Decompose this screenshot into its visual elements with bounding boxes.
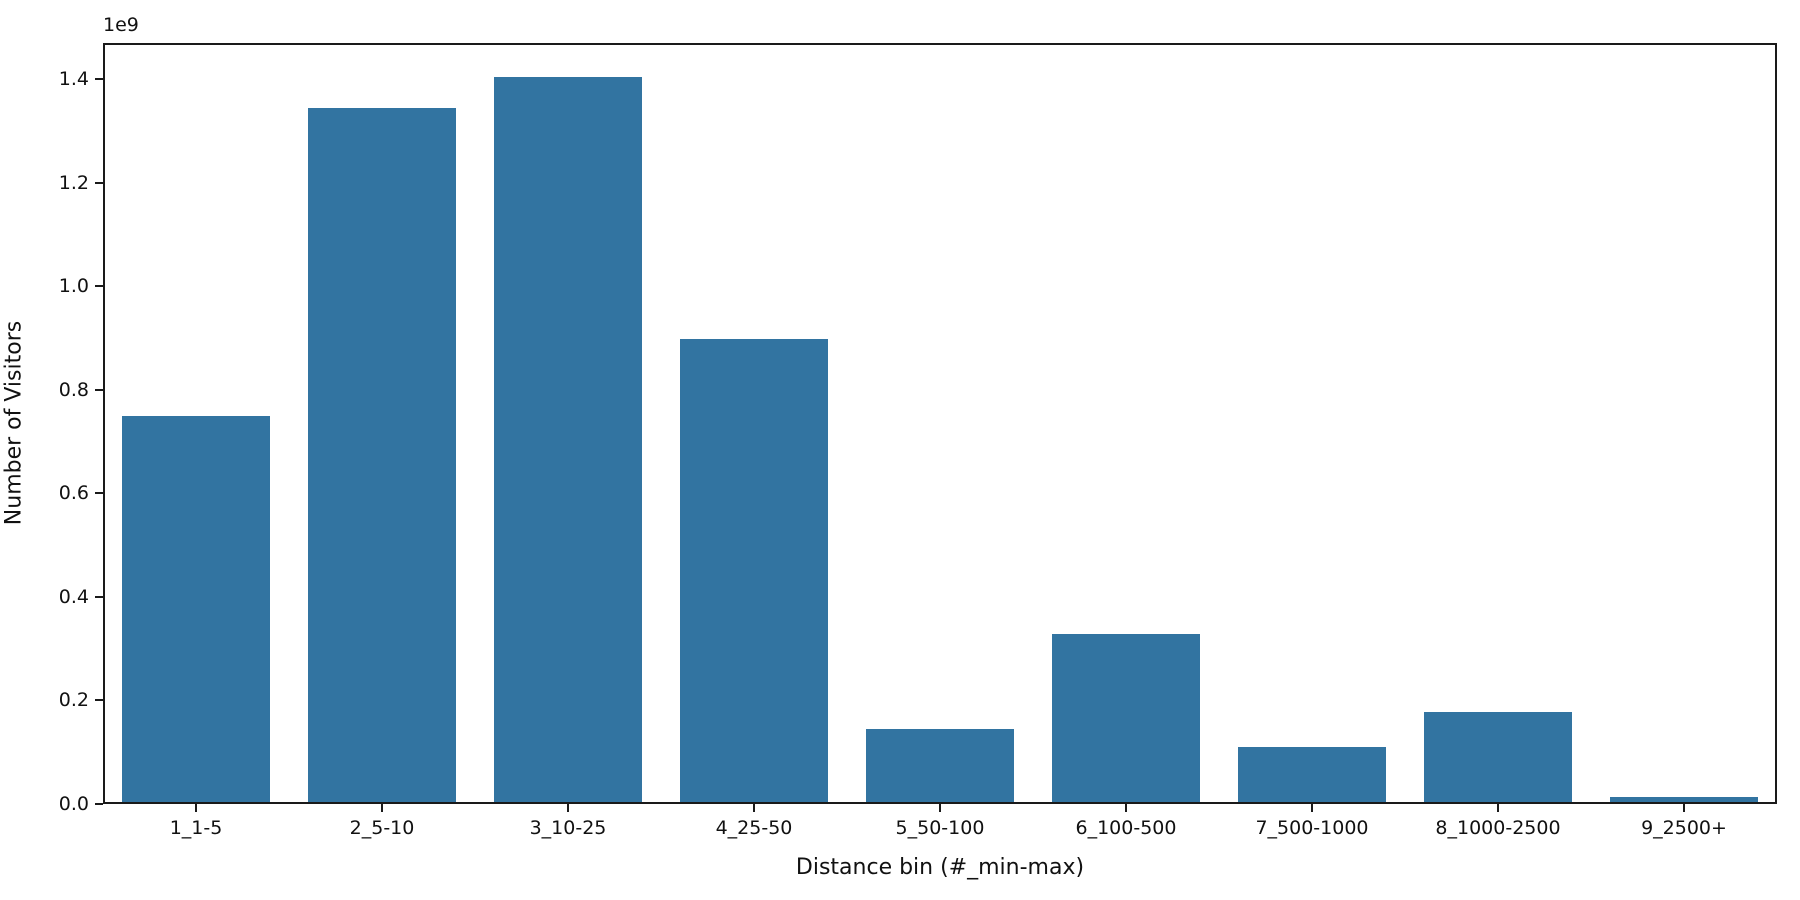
y-tick-mark bbox=[95, 285, 103, 288]
x-tick-mark bbox=[195, 804, 197, 812]
y-tick-mark bbox=[95, 699, 103, 702]
y-tick-label: 1.0 bbox=[58, 275, 89, 298]
bar-1_1-5 bbox=[121, 416, 271, 802]
x-tick-label: 4_25-50 bbox=[715, 817, 793, 839]
bar-5_50-100 bbox=[865, 728, 1015, 802]
x-tick-mark bbox=[1125, 804, 1127, 812]
x-tick-mark bbox=[381, 804, 383, 812]
x-tick-mark bbox=[1497, 804, 1499, 812]
y-tick-mark bbox=[95, 803, 103, 805]
x-tick-label: 1_1-5 bbox=[169, 817, 223, 839]
x-tick-mark bbox=[1683, 804, 1685, 812]
x-tick-label: 9_2500+ bbox=[1641, 817, 1727, 839]
plot-area bbox=[103, 43, 1777, 804]
x-tick-mark bbox=[753, 804, 755, 812]
y-tick-mark bbox=[95, 388, 103, 391]
y-tick-mark bbox=[95, 181, 103, 184]
y-tick-mark bbox=[95, 595, 103, 598]
y-tick-label: 0.8 bbox=[58, 378, 89, 401]
x-axis-title: Distance bin (#_min-max) bbox=[795, 855, 1085, 880]
y-tick-label: 1.4 bbox=[58, 68, 89, 91]
x-tick-mark bbox=[1311, 804, 1313, 812]
bar-9_2500+ bbox=[1609, 796, 1759, 802]
x-tick-label: 7_500-1000 bbox=[1255, 817, 1369, 839]
bar-2_5-10 bbox=[307, 108, 457, 802]
x-tick-label: 3_10-25 bbox=[529, 817, 607, 839]
bar-4_25-50 bbox=[679, 338, 829, 802]
bar-6_100-500 bbox=[1051, 633, 1201, 802]
x-tick-mark bbox=[567, 804, 569, 812]
x-tick-label: 2_5-10 bbox=[349, 817, 415, 839]
y-tick-label: 0.4 bbox=[58, 585, 89, 608]
bar-8_1000-2500 bbox=[1423, 712, 1573, 802]
y-tick-mark bbox=[95, 78, 103, 81]
y-axis-offset-label: 1e9 bbox=[103, 14, 139, 36]
x-tick-label: 6_100-500 bbox=[1075, 817, 1177, 839]
y-tick-mark bbox=[95, 492, 103, 495]
y-tick-label: 0.2 bbox=[58, 689, 89, 712]
y-tick-label: 0.6 bbox=[58, 482, 89, 505]
y-tick-label: 0.0 bbox=[58, 793, 89, 815]
bar-3_10-25 bbox=[493, 77, 643, 802]
x-tick-label: 5_50-100 bbox=[895, 817, 985, 839]
bar-7_500-1000 bbox=[1237, 746, 1387, 802]
x-tick-mark bbox=[939, 804, 941, 812]
y-axis-title: Number of Visitors bbox=[1, 320, 27, 526]
y-tick-label: 1.2 bbox=[58, 171, 89, 194]
x-tick-label: 8_1000-2500 bbox=[1435, 817, 1561, 839]
